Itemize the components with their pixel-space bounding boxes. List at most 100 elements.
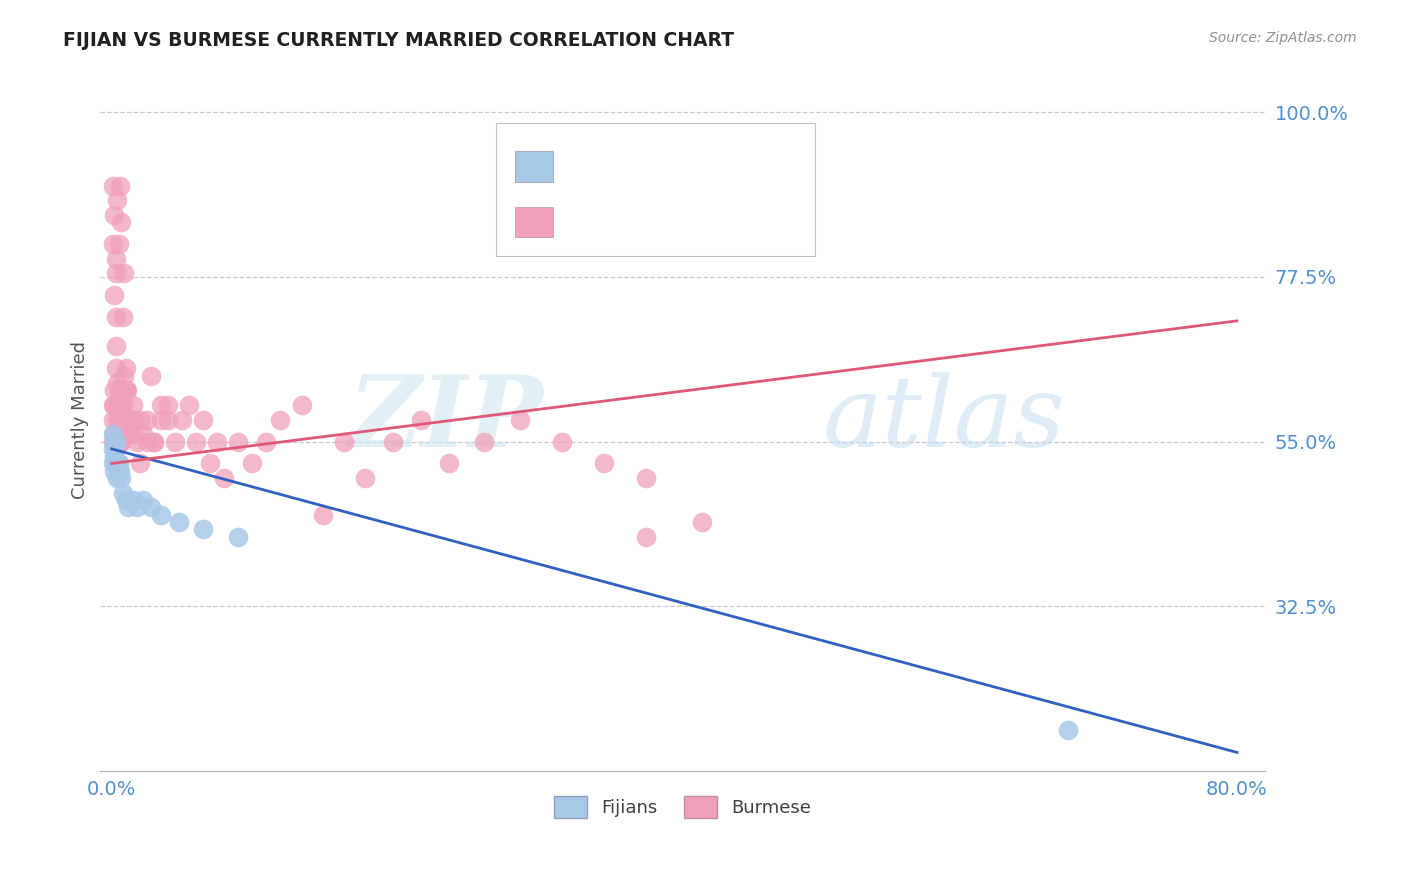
Point (117, 412, 139, 426)
Y-axis label: Currently Married: Currently Married (72, 341, 89, 499)
Point (149, 398, 172, 412)
Point (104, 266, 127, 280)
Text: ZIP: ZIP (347, 371, 543, 468)
Point (103, 398, 125, 412)
Point (409, 412, 432, 426)
Point (103, 384, 125, 398)
Point (103, 208, 125, 222)
Point (103, 288, 125, 302)
Point (191, 522, 214, 536)
Point (104, 457, 127, 471)
Point (125, 500, 148, 515)
Legend: Fijians, Burmese: Fijians, Burmese (547, 789, 818, 825)
Point (131, 427, 153, 442)
Point (198, 457, 221, 471)
Point (170, 412, 193, 426)
Point (509, 412, 531, 426)
Point (122, 412, 145, 426)
Point (139, 500, 162, 515)
Point (104, 252, 127, 266)
Point (163, 434, 186, 449)
Point (110, 215, 132, 229)
Point (212, 471, 235, 485)
Point (121, 398, 143, 412)
Point (105, 471, 128, 485)
Text: FIJIAN VS BURMESE CURRENTLY MARRIED CORRELATION CHART: FIJIAN VS BURMESE CURRENTLY MARRIED CORR… (63, 31, 734, 50)
Point (112, 266, 135, 280)
Text: R =: R = (564, 213, 602, 231)
Point (104, 339, 127, 353)
Point (139, 368, 162, 383)
Point (111, 310, 134, 325)
Point (118, 412, 141, 426)
Point (104, 361, 127, 376)
Point (108, 412, 131, 426)
Point (593, 457, 616, 471)
Point (101, 178, 124, 193)
Point (110, 471, 132, 485)
Point (112, 368, 135, 383)
Point (107, 434, 129, 449)
Point (128, 457, 150, 471)
Point (311, 508, 333, 522)
Point (105, 434, 128, 449)
Point (111, 398, 134, 412)
Point (437, 457, 460, 471)
Point (105, 193, 128, 207)
Text: 0.209: 0.209 (593, 213, 657, 231)
Point (101, 427, 124, 442)
Point (226, 530, 249, 544)
Point (184, 434, 207, 449)
Point (111, 485, 134, 500)
Point (114, 412, 136, 426)
Point (108, 464, 131, 478)
Point (290, 398, 312, 412)
Point (149, 508, 172, 522)
Point (105, 398, 128, 412)
Text: Source: ZipAtlas.com: Source: ZipAtlas.com (1209, 31, 1357, 45)
Point (108, 178, 131, 193)
Text: 24: 24 (704, 158, 728, 176)
Point (551, 434, 574, 449)
Point (103, 449, 125, 463)
Point (107, 457, 129, 471)
Point (101, 398, 124, 412)
Point (240, 457, 263, 471)
Point (107, 457, 129, 471)
Point (131, 493, 153, 508)
Point (110, 434, 132, 449)
Point (135, 412, 157, 426)
Point (108, 427, 131, 442)
Point (121, 493, 143, 508)
Text: atlas: atlas (823, 372, 1066, 467)
Point (205, 434, 228, 449)
Point (167, 515, 190, 529)
Point (104, 434, 127, 449)
Point (115, 384, 138, 398)
Point (104, 310, 127, 325)
Text: N =: N = (673, 158, 713, 176)
Point (101, 434, 124, 449)
Point (103, 464, 125, 478)
Point (125, 434, 148, 449)
Point (226, 434, 249, 449)
Point (149, 412, 172, 426)
Point (636, 471, 658, 485)
Point (107, 384, 129, 398)
Point (191, 412, 214, 426)
Point (114, 384, 136, 398)
Point (156, 398, 179, 412)
Point (269, 412, 291, 426)
Point (142, 434, 165, 449)
Point (101, 237, 124, 252)
Point (103, 427, 125, 442)
Point (114, 384, 136, 398)
Point (121, 427, 143, 442)
Point (114, 361, 136, 376)
Text: N =: N = (673, 213, 713, 231)
Point (108, 434, 131, 449)
Point (156, 412, 179, 426)
Point (1057, 723, 1080, 738)
Point (101, 457, 124, 471)
Point (117, 427, 139, 442)
